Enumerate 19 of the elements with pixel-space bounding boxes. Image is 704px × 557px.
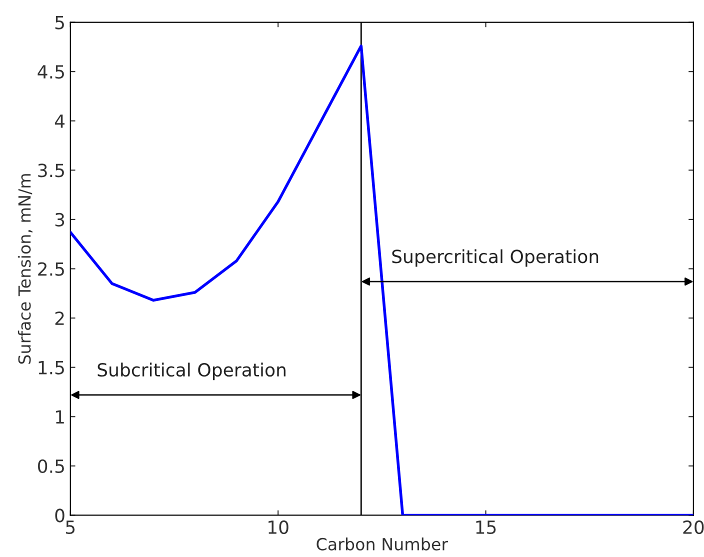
x-tick-label: 15	[476, 520, 496, 534]
x-tick-label: 5	[66, 520, 75, 534]
y-tick-label: 4.5	[38, 65, 64, 79]
annotation: Subcritical Operation	[98, 362, 286, 380]
y-axis-title: Surface Tension, mN/m	[18, 174, 33, 364]
y-tick-label: 3.5	[38, 164, 64, 178]
y-tick-label: 0.5	[38, 459, 64, 474]
y-tick-label: 1.5	[38, 361, 64, 374]
y-tick-label: 2	[55, 312, 64, 325]
x-tick-label: 10	[268, 520, 288, 534]
y-tick-label: 5	[55, 16, 64, 30]
x-axis-title: Carbon Number	[316, 538, 448, 550]
y-tick-label: 4	[54, 114, 65, 128]
annotation: Supercritical Operation	[392, 249, 598, 267]
y-tick-label: 0	[55, 508, 64, 522]
y-tick-label: 1	[56, 410, 64, 424]
y-tick-label: 2.5	[38, 262, 64, 276]
x-tick-label: 20	[683, 520, 704, 534]
y-tick-label: 3	[55, 212, 64, 227]
